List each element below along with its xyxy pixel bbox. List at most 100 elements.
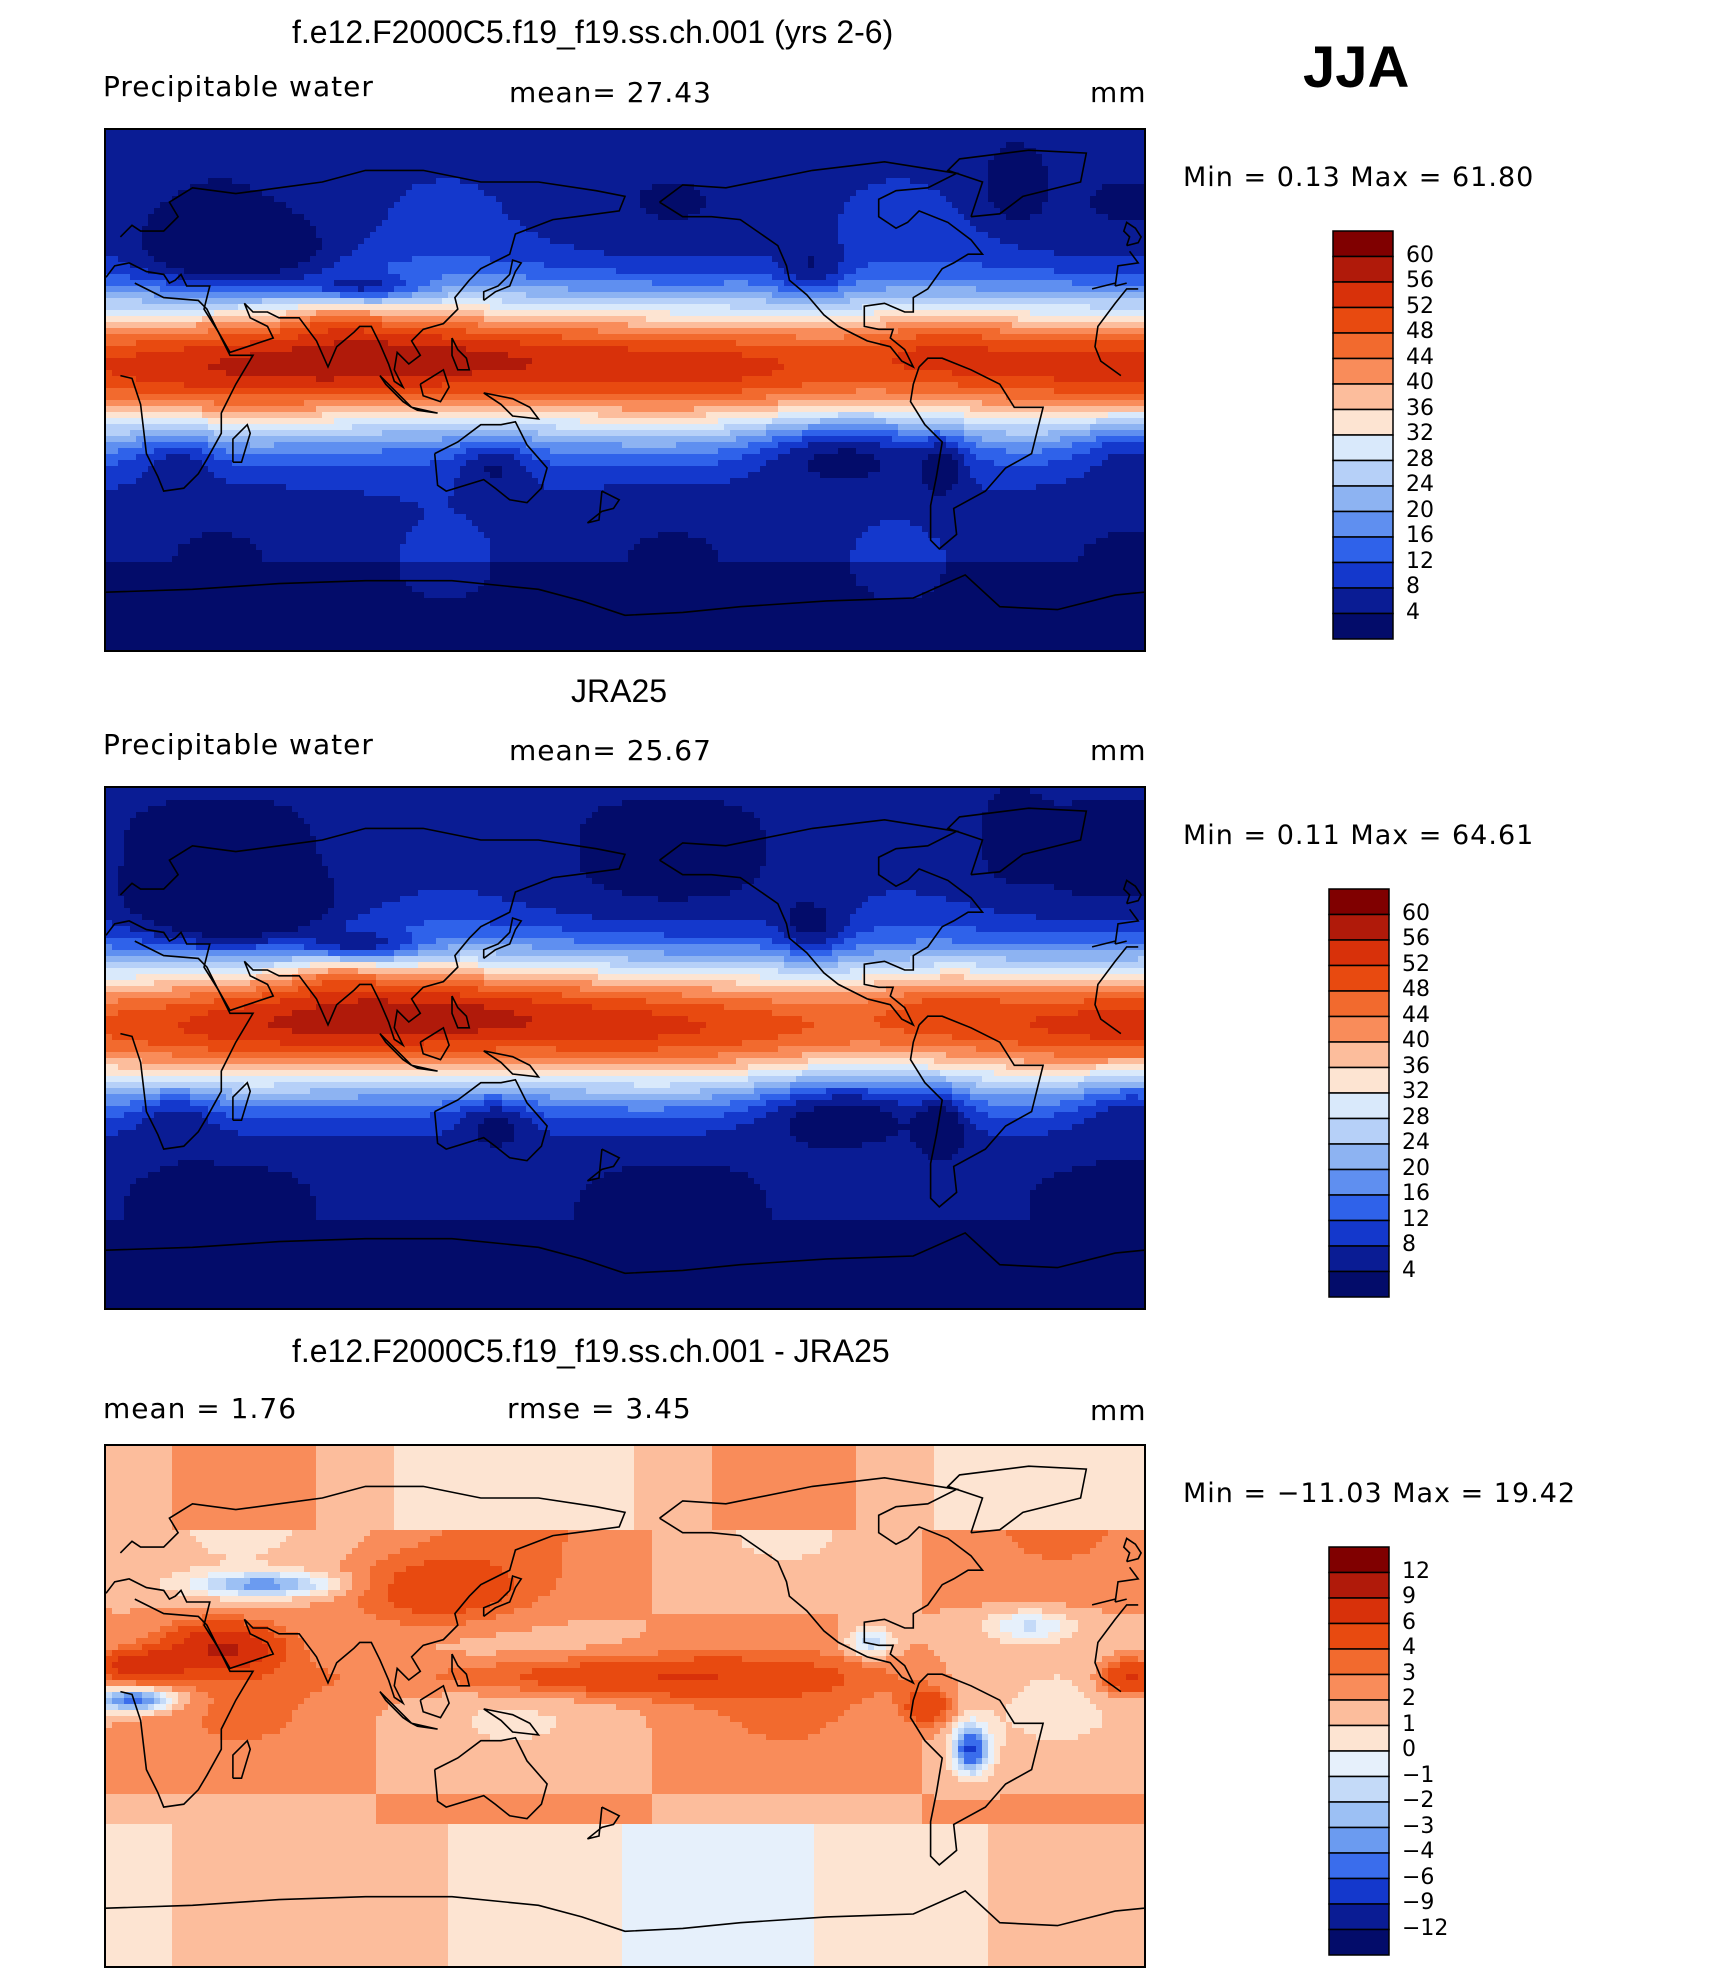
colorbar-tick-label: 20 bbox=[1406, 498, 1434, 523]
colorbar-swatch bbox=[1329, 1017, 1389, 1043]
panel-1-units: mm bbox=[1090, 76, 1147, 109]
colorbar-boxes bbox=[1328, 888, 1390, 1298]
colorbar-tick-label: 40 bbox=[1402, 1028, 1430, 1053]
colorbar-tick-label: 4 bbox=[1406, 600, 1420, 625]
colorbar-tick-label: 24 bbox=[1406, 472, 1434, 497]
colorbar-tick-label: 60 bbox=[1402, 901, 1430, 926]
colorbar-swatch bbox=[1333, 537, 1393, 563]
colorbar-tick-label: 28 bbox=[1402, 1105, 1430, 1130]
colorbar-tick-label: 32 bbox=[1406, 421, 1434, 446]
colorbar-swatch bbox=[1333, 588, 1393, 614]
colorbar-swatch bbox=[1329, 991, 1389, 1017]
colorbar-boxes bbox=[1332, 230, 1394, 640]
colorbar-swatch bbox=[1333, 282, 1393, 308]
colorbar-tick-label: 56 bbox=[1402, 926, 1430, 951]
colorbar-swatch bbox=[1329, 1930, 1389, 1956]
panel-1-title: f.e12.F2000C5.f19_f19.ss.ch.001 (yrs 2-6… bbox=[292, 14, 893, 51]
colorbar-swatch bbox=[1333, 359, 1393, 385]
colorbar-swatch bbox=[1329, 1246, 1389, 1272]
colorbar-swatch bbox=[1329, 1853, 1389, 1879]
colorbar-tick-label: 8 bbox=[1406, 574, 1420, 599]
colorbar-swatch bbox=[1333, 308, 1393, 334]
panel-3-minmax: Min = −11.03 Max = 19.42 bbox=[1183, 1478, 1576, 1509]
colorbar-swatch bbox=[1333, 461, 1393, 487]
colorbar-tick-label: 16 bbox=[1402, 1181, 1430, 1206]
panel-2-title: JRA25 bbox=[571, 673, 667, 710]
colorbar-tick-label: 56 bbox=[1406, 268, 1434, 293]
colorbar-swatch bbox=[1329, 1751, 1389, 1777]
colorbar-swatch bbox=[1333, 563, 1393, 589]
colorbar-tick-label: 48 bbox=[1406, 319, 1434, 344]
colorbar-tick-label: −6 bbox=[1402, 1865, 1434, 1890]
panel-3-units: mm bbox=[1090, 1394, 1147, 1427]
colorbar-swatch bbox=[1329, 1272, 1389, 1298]
panel-1-left-label: Precipitable water bbox=[103, 70, 374, 103]
colorbar-swatch bbox=[1333, 384, 1393, 410]
colorbar-swatch bbox=[1329, 1700, 1389, 1726]
panel-2-minmax: Min = 0.11 Max = 64.61 bbox=[1183, 820, 1534, 851]
panel-1-map bbox=[104, 128, 1146, 652]
colorbar-tick-label: 12 bbox=[1402, 1559, 1430, 1584]
panel-1-minmax: Min = 0.13 Max = 61.80 bbox=[1183, 162, 1534, 193]
colorbar-tick-label: −3 bbox=[1402, 1814, 1434, 1839]
panel-2-colorbar: 60 56 52 48 44 40 36 32 28 24 20 16 12 8 4 bbox=[1328, 888, 1390, 1303]
panel-2-left-label: Precipitable water bbox=[103, 728, 374, 761]
panel-3-title: f.e12.F2000C5.f19_f19.ss.ch.001 - JRA25 bbox=[292, 1333, 890, 1370]
colorbar-swatch bbox=[1333, 486, 1393, 512]
colorbar-swatch bbox=[1329, 1221, 1389, 1247]
panel-1-mean: mean= 27.43 bbox=[509, 76, 712, 109]
panel-1-colorbar: 60 56 52 48 44 40 36 32 28 24 20 16 12 8 4 bbox=[1332, 230, 1394, 645]
colorbar-tick-label: 52 bbox=[1402, 952, 1430, 977]
colorbar-swatch bbox=[1329, 1598, 1389, 1624]
colorbar-tick-label: 16 bbox=[1406, 523, 1434, 548]
colorbar-swatch bbox=[1329, 1904, 1389, 1930]
colorbar-swatch bbox=[1329, 1547, 1389, 1573]
colorbar-tick-label: −2 bbox=[1402, 1788, 1434, 1813]
colorbar-tick-label: 44 bbox=[1406, 345, 1434, 370]
colorbar-swatch bbox=[1333, 231, 1393, 257]
colorbar-swatch bbox=[1333, 410, 1393, 436]
colorbar-tick-label: 12 bbox=[1402, 1207, 1430, 1232]
colorbar-swatch bbox=[1329, 1170, 1389, 1196]
colorbar-tick-label: −12 bbox=[1402, 1916, 1448, 1941]
colorbar-tick-label: 0 bbox=[1402, 1737, 1416, 1762]
panel-3-map bbox=[104, 1444, 1146, 1968]
colorbar-swatch bbox=[1329, 889, 1389, 915]
panel-2-map bbox=[104, 786, 1146, 1310]
colorbar-tick-label: 1 bbox=[1402, 1712, 1416, 1737]
colorbar-tick-label: 12 bbox=[1406, 549, 1434, 574]
panel-2-mean: mean= 25.67 bbox=[509, 734, 712, 767]
colorbar-tick-label: −1 bbox=[1402, 1763, 1434, 1788]
colorbar-swatch bbox=[1329, 1828, 1389, 1854]
colorbar-swatch bbox=[1329, 1624, 1389, 1650]
colorbar-swatch bbox=[1329, 966, 1389, 992]
panel-3-colorbar: 12 9 6 4 3 2 1 0 −1 −2 −3 −4 −6 −9 −12 bbox=[1328, 1546, 1390, 1961]
colorbar-tick-label: 6 bbox=[1402, 1610, 1416, 1635]
colorbar-tick-label: 32 bbox=[1402, 1079, 1430, 1104]
colorbar-swatch bbox=[1329, 915, 1389, 941]
colorbar-swatch bbox=[1329, 1777, 1389, 1803]
colorbar-tick-label: 48 bbox=[1402, 977, 1430, 1002]
colorbar-swatch bbox=[1329, 1649, 1389, 1675]
colorbar-swatch bbox=[1329, 1093, 1389, 1119]
colorbar-tick-label: 24 bbox=[1402, 1130, 1430, 1155]
colorbar-tick-label: 36 bbox=[1406, 396, 1434, 421]
colorbar-swatch bbox=[1329, 1879, 1389, 1905]
colorbar-swatch bbox=[1329, 940, 1389, 966]
colorbar-swatch bbox=[1333, 435, 1393, 461]
colorbar-tick-label: 44 bbox=[1402, 1003, 1430, 1028]
map-field bbox=[106, 130, 1144, 650]
colorbar-tick-label: 28 bbox=[1406, 447, 1434, 472]
colorbar-tick-label: −9 bbox=[1402, 1890, 1434, 1915]
colorbar-tick-label: 40 bbox=[1406, 370, 1434, 395]
colorbar-tick-label: 60 bbox=[1406, 243, 1434, 268]
colorbar-tick-label: 8 bbox=[1402, 1232, 1416, 1257]
season-label: JJA bbox=[1303, 34, 1409, 101]
panel-3-rmse: rmse = 3.45 bbox=[507, 1392, 692, 1425]
colorbar-swatch bbox=[1333, 333, 1393, 359]
colorbar-swatch bbox=[1329, 1119, 1389, 1145]
colorbar-swatch bbox=[1329, 1195, 1389, 1221]
colorbar-swatch bbox=[1329, 1675, 1389, 1701]
map-field bbox=[106, 1446, 1144, 1966]
colorbar-tick-label: 2 bbox=[1402, 1686, 1416, 1711]
